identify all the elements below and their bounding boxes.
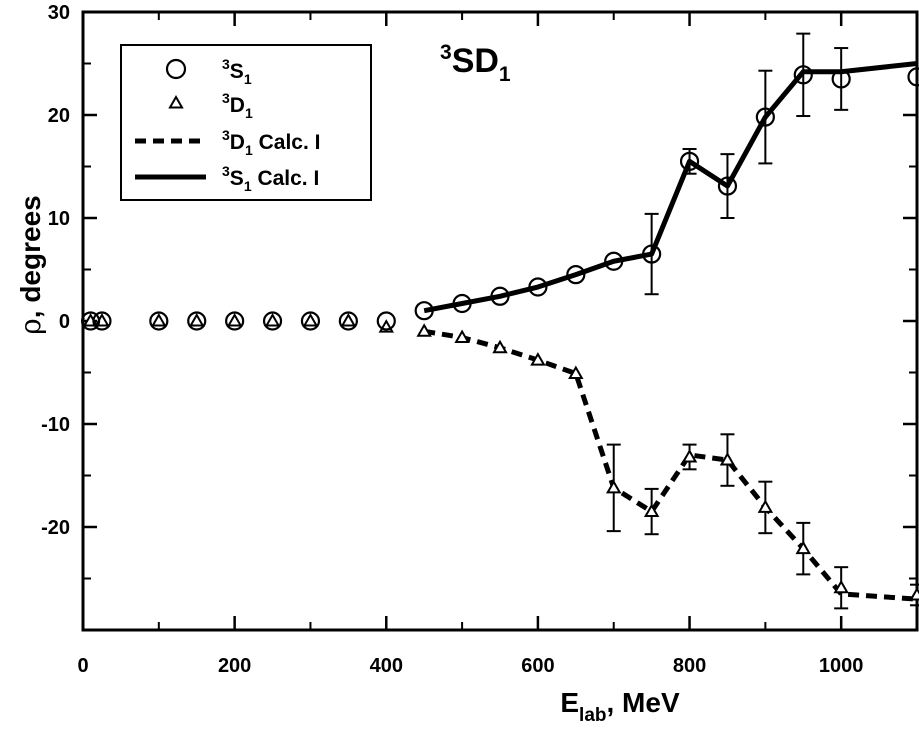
plot-title-sub: 1 (499, 63, 511, 86)
calc-d1-line (423, 328, 918, 602)
s1-error-bar (796, 32, 811, 118)
s1-error-bar (644, 212, 659, 296)
s1-point (642, 244, 662, 264)
s1-point (793, 65, 813, 85)
d1-point (416, 323, 432, 337)
legend-label: 3S1 Calc. I (222, 163, 319, 194)
d1-point (643, 503, 660, 518)
y-tick-label: 30 (48, 2, 70, 24)
x-tick-label: 800 (673, 655, 706, 677)
legend-item: 3S1 Calc. I (135, 163, 319, 194)
x-tick-label: 200 (218, 655, 251, 677)
legend-label-sup: 3 (222, 127, 230, 143)
x-axis-title-main: E (560, 687, 579, 718)
s1-point (414, 301, 434, 321)
y-tick-label: 20 (48, 105, 70, 127)
legend-label-sub: 1 (244, 178, 252, 194)
y-tick-label: 10 (48, 208, 70, 230)
d1-point (719, 452, 736, 466)
legend-label-suffix: Calc. I (253, 131, 321, 154)
s1-point (300, 311, 321, 331)
s1-point (831, 69, 851, 89)
legend-label-main: D (230, 94, 245, 117)
s1-point (717, 176, 738, 196)
legend-label: 3S1 (222, 56, 252, 87)
y-tick-label: -10 (41, 414, 70, 436)
legend-item: 3D1 Calc. I (135, 127, 320, 158)
d1-point (226, 312, 243, 327)
d1-point (757, 499, 774, 513)
legend-label-sub: 1 (244, 71, 252, 87)
legend-triangle-marker (168, 94, 184, 109)
d1-point (833, 579, 849, 594)
s1-point (187, 311, 207, 331)
legend-label-sup: 3 (222, 163, 230, 179)
s1-error-bar (834, 47, 849, 111)
legend-label-sup: 3 (222, 90, 230, 106)
s1-point (376, 311, 396, 331)
x-tick-label: 1000 (819, 655, 864, 677)
d1-point (151, 312, 167, 327)
s1-point (262, 311, 283, 331)
s1-point (452, 293, 472, 314)
plot-title-sup: 3 (440, 41, 452, 64)
d1-point (530, 352, 546, 366)
d1-point (340, 312, 357, 327)
s1-point (755, 107, 775, 127)
y-tick-label: 0 (59, 311, 70, 333)
s1-point (149, 311, 169, 331)
d1-point (606, 479, 622, 494)
d1-point (909, 586, 919, 601)
legend-label-main: S (230, 167, 244, 190)
s1-point (490, 286, 510, 306)
x-axis-title: Elab, MeV (560, 687, 680, 726)
legend-label: 3D1 (222, 90, 253, 121)
s1-point (338, 311, 358, 331)
legend-label-suffix: Calc. I (252, 167, 320, 190)
d1-point (568, 365, 584, 380)
s1-point (604, 251, 624, 271)
legend-circle-marker (165, 58, 187, 80)
x-tick-label: 600 (521, 655, 554, 677)
d1-point (492, 339, 508, 354)
x-axis-title-sub: lab (579, 705, 606, 726)
d1-point (681, 448, 698, 463)
legend-label-sub: 1 (245, 142, 253, 158)
x-axis-title-rest: , MeV (607, 687, 680, 718)
d1-point (189, 312, 205, 327)
legend-label: 3D1 Calc. I (222, 127, 320, 158)
d1-point (264, 312, 281, 327)
legend-item: 3S1 (165, 56, 252, 87)
plot-title-main: SD (452, 42, 499, 80)
y-axis-title-rest: , degrees (15, 195, 46, 318)
y-axis-title: ρ, degrees (14, 195, 47, 334)
legend-label-sup: 3 (222, 56, 230, 72)
legend-item: 3D1 (168, 90, 253, 121)
x-tick-label: 0 (77, 655, 88, 677)
s1-point (80, 311, 101, 331)
x-tick-label: 400 (370, 655, 403, 677)
legend-box (120, 44, 372, 201)
s1-point (566, 265, 586, 285)
s1-error-bar (720, 153, 735, 219)
s1-point (907, 67, 919, 87)
d1-point (795, 540, 811, 555)
calc-s1-line (423, 61, 918, 314)
legend-label-main: S (230, 60, 244, 83)
s1-point (225, 311, 245, 331)
legend-label-main: D (230, 131, 245, 154)
d1-point (454, 329, 470, 343)
y-axis-title-greek: ρ (14, 318, 47, 334)
s1-point (92, 311, 112, 331)
legend-label-sub: 1 (245, 105, 253, 121)
d1-point (302, 312, 319, 327)
y-tick-label: -20 (41, 517, 70, 539)
plot-title: 3SD1 (440, 41, 511, 86)
s1-error-bar (758, 69, 773, 165)
s1-point (679, 151, 700, 171)
s1-point (528, 277, 548, 297)
